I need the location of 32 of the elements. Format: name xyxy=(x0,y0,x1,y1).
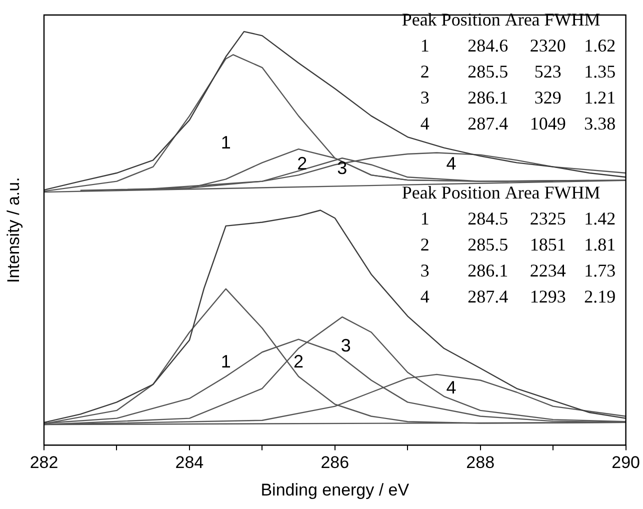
text: 1 xyxy=(220,132,231,153)
annotation: 4 xyxy=(420,286,430,307)
x-axis-title: Binding energy / eV xyxy=(260,480,410,500)
annotation: 4 xyxy=(420,114,430,134)
x-tick-label: 286 xyxy=(320,453,350,472)
x-tick-label: 284 xyxy=(175,453,204,472)
y-axis-title: Intensity / a.u. xyxy=(4,177,23,284)
annotation: Peak Position Area FWHM xyxy=(402,182,600,203)
text: 4 xyxy=(446,154,456,174)
annotation: 1 xyxy=(420,208,430,229)
x-tick-label: 290 xyxy=(612,453,640,472)
text: 3 xyxy=(340,335,351,356)
text: 286.1 329 1.21 xyxy=(468,88,616,108)
text: 2 xyxy=(294,351,304,372)
text: 287.4 1293 2.19 xyxy=(468,286,616,307)
text: 1 xyxy=(220,351,231,372)
text: 286.1 2234 1.73 xyxy=(468,260,616,281)
text: 4 xyxy=(446,378,456,398)
annotation: 3 xyxy=(420,260,430,281)
annotation: 2 xyxy=(420,234,430,255)
annotation: 2 xyxy=(420,62,430,82)
annotation: 3 xyxy=(420,88,430,108)
text: 285.5 1851 1.81 xyxy=(468,234,616,255)
x-tick-label: 288 xyxy=(466,453,495,472)
text: 3 xyxy=(337,158,348,178)
text: 287.4 1049 3.38 xyxy=(468,114,616,134)
x-tick-label: 282 xyxy=(30,453,58,472)
text: 2 xyxy=(297,154,308,174)
text: 284.6 2320 1.62 xyxy=(468,36,616,56)
annotation: 1 xyxy=(420,36,430,56)
text: 284.5 2325 1.42 xyxy=(468,208,616,229)
text: 285.5 523 1.35 xyxy=(468,62,616,82)
